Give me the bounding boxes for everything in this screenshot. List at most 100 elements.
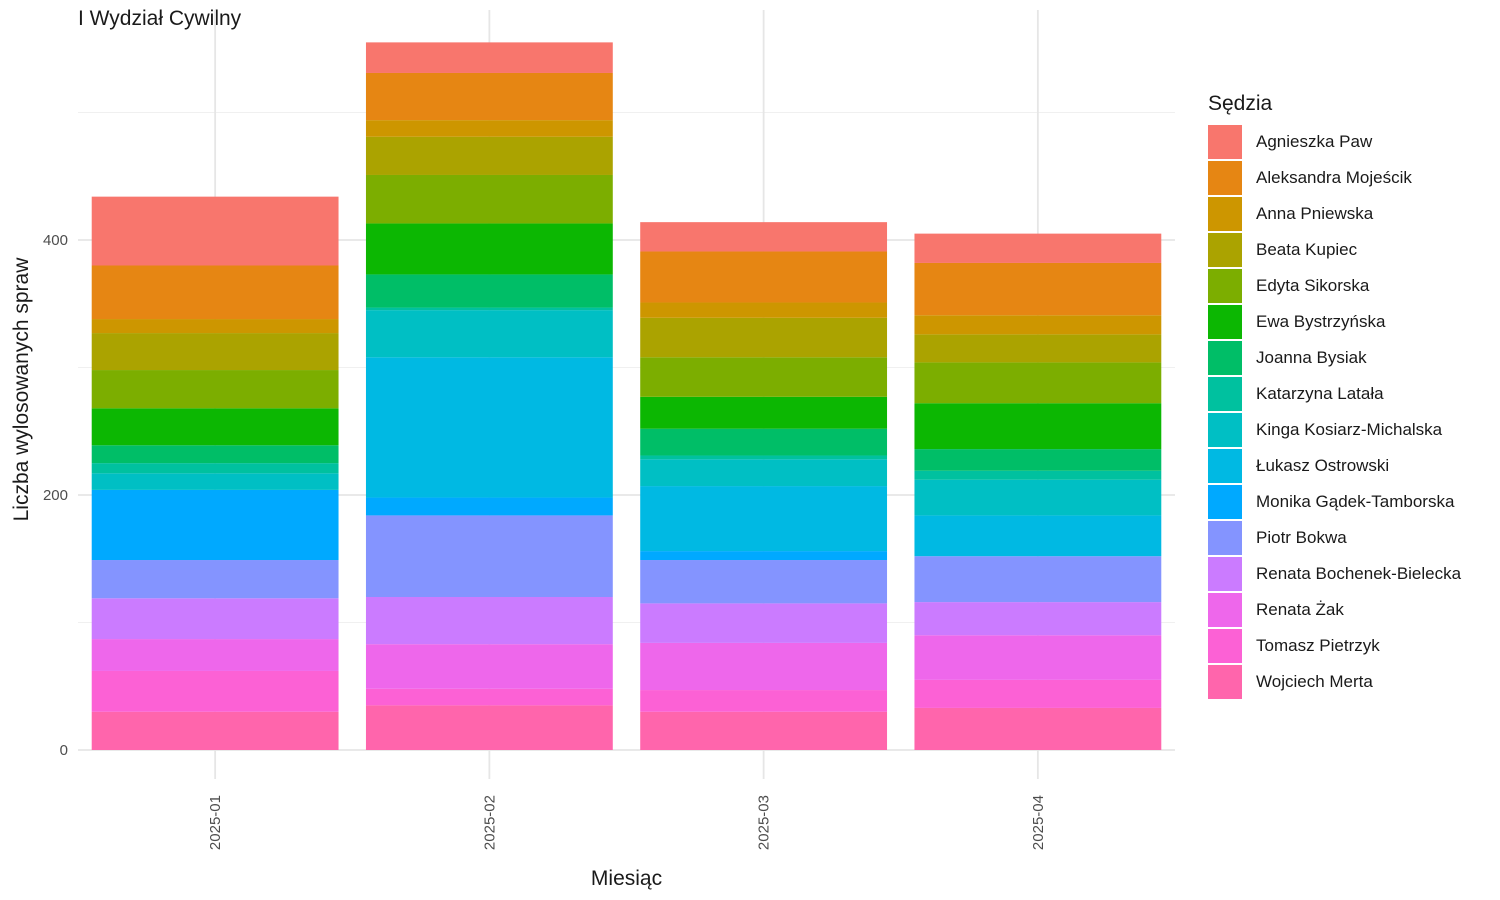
legend-key bbox=[1208, 377, 1242, 411]
legend-item: Renata Bochenek-Bielecka bbox=[1208, 556, 1461, 592]
bar-segment bbox=[640, 317, 888, 358]
bar-segment bbox=[91, 196, 339, 266]
bar-segment bbox=[91, 473, 339, 490]
bar-segment bbox=[914, 515, 1162, 557]
bar-segment bbox=[640, 603, 888, 643]
legend-title: Sędzia bbox=[1208, 92, 1273, 115]
bar-segment bbox=[914, 556, 1162, 603]
legend-label: Renata Bochenek-Bielecka bbox=[1256, 564, 1462, 583]
legend-label: Ewa Bystrzyńska bbox=[1256, 312, 1386, 331]
bar-segment bbox=[365, 42, 613, 73]
legend-item: Anna Pniewska bbox=[1208, 196, 1461, 232]
legend-label: Joanna Bysiak bbox=[1256, 348, 1367, 367]
bar-segment bbox=[914, 403, 1162, 450]
legend-label: Łukasz Ostrowski bbox=[1256, 456, 1390, 475]
legend-item: Tomasz Pietrzyk bbox=[1208, 628, 1461, 664]
bar-segment bbox=[640, 396, 888, 429]
bar-segment bbox=[365, 223, 613, 275]
bar-segment bbox=[640, 560, 888, 604]
bar-segment bbox=[914, 449, 1162, 471]
legend-item: Kinga Kosiarz-Michalska bbox=[1208, 412, 1461, 448]
legend-item: Katarzyna Latała bbox=[1208, 376, 1461, 412]
bar-segment bbox=[91, 319, 339, 334]
bar-segment bbox=[91, 265, 339, 320]
bar-segment bbox=[365, 310, 613, 358]
legend-label: Katarzyna Latała bbox=[1256, 384, 1384, 403]
bar-segment bbox=[914, 479, 1162, 516]
legend-label: Renata Żak bbox=[1256, 600, 1344, 619]
legend-label: Aleksandra Mojeścik bbox=[1256, 168, 1412, 187]
legend-label: Beata Kupiec bbox=[1256, 240, 1358, 259]
bar-segment bbox=[640, 459, 888, 487]
bar-segment bbox=[640, 642, 888, 691]
legend-key bbox=[1208, 665, 1242, 699]
bar-segment bbox=[914, 470, 1162, 480]
legend-label: Edyta Sikorska bbox=[1256, 276, 1370, 295]
x-tick-label: 2025-03 bbox=[756, 795, 773, 850]
legend-key bbox=[1208, 161, 1242, 195]
legend-item: Joanna Bysiak bbox=[1208, 340, 1461, 376]
bar-segment bbox=[914, 707, 1162, 750]
bar-segment bbox=[91, 463, 339, 474]
bar-segment bbox=[91, 598, 339, 640]
bar-segment bbox=[640, 551, 888, 561]
y-tick-label: 200 bbox=[43, 487, 68, 504]
bar-segment bbox=[365, 597, 613, 645]
bar-segment bbox=[365, 274, 613, 308]
bar-segment bbox=[365, 357, 613, 498]
bar-segment bbox=[91, 639, 339, 671]
bar-segment bbox=[365, 644, 613, 689]
bar-segment bbox=[365, 515, 613, 597]
bar-segment bbox=[640, 251, 888, 303]
legend-key bbox=[1208, 485, 1242, 519]
legend-items: Agnieszka Paw Aleksandra Mojeścik Anna Pni… bbox=[1208, 124, 1461, 700]
y-tick-label: 400 bbox=[43, 232, 68, 249]
bar-segment bbox=[365, 307, 613, 311]
bar-segment bbox=[365, 688, 613, 706]
legend-key bbox=[1208, 305, 1242, 339]
bar-segment bbox=[365, 497, 613, 516]
legend-label: Anna Pniewska bbox=[1256, 204, 1374, 223]
legend-item: Ewa Bystrzyńska bbox=[1208, 304, 1461, 340]
bar-segment bbox=[365, 705, 613, 750]
legend-item: Beata Kupiec bbox=[1208, 232, 1461, 268]
legend-label: Agnieszka Paw bbox=[1256, 132, 1373, 151]
legend-label: Wojciech Merta bbox=[1256, 672, 1373, 691]
legend-key bbox=[1208, 341, 1242, 375]
bar-segment bbox=[91, 670, 339, 712]
legend-key bbox=[1208, 125, 1242, 159]
bar-segment bbox=[914, 362, 1162, 404]
bar-segment bbox=[91, 560, 339, 599]
chart-title: I Wydział Cywilny bbox=[78, 7, 242, 30]
bar-segment bbox=[914, 334, 1162, 363]
bar-segment bbox=[914, 602, 1162, 636]
y-tick-label: 0 bbox=[60, 742, 68, 759]
bar-segment bbox=[914, 679, 1162, 708]
legend-item: Renata Żak bbox=[1208, 592, 1461, 628]
legend-key bbox=[1208, 629, 1242, 663]
legend: Sędzia Agnieszka Paw Aleksandra Mojeścik A… bbox=[1208, 92, 1461, 700]
legend-item: Aleksandra Mojeścik bbox=[1208, 160, 1461, 196]
bar-segment bbox=[914, 315, 1162, 335]
x-tick-label: 2025-04 bbox=[1030, 795, 1047, 850]
bar-segment bbox=[365, 120, 613, 137]
legend-label: Piotr Bokwa bbox=[1256, 528, 1347, 547]
bar-segment bbox=[640, 357, 888, 397]
legend-item: Edyta Sikorska bbox=[1208, 268, 1461, 304]
bar-segment bbox=[914, 233, 1162, 263]
bar-segment bbox=[640, 222, 888, 252]
legend-key bbox=[1208, 449, 1242, 483]
x-tick-label: 2025-01 bbox=[207, 795, 224, 850]
legend-key bbox=[1208, 557, 1242, 591]
legend-key bbox=[1208, 413, 1242, 447]
bar-segment bbox=[640, 711, 888, 750]
bar-segment bbox=[91, 370, 339, 409]
bar-segment bbox=[365, 136, 613, 175]
legend-label: Tomasz Pietrzyk bbox=[1256, 636, 1380, 655]
legend-key bbox=[1208, 593, 1242, 627]
legend-label: Monika Gądek-Tamborska bbox=[1256, 492, 1455, 511]
legend-item: Monika Gądek-Tamborska bbox=[1208, 484, 1461, 520]
legend-label: Kinga Kosiarz-Michalska bbox=[1256, 420, 1443, 439]
bar-segment bbox=[91, 489, 339, 561]
bar-segment bbox=[914, 262, 1162, 316]
